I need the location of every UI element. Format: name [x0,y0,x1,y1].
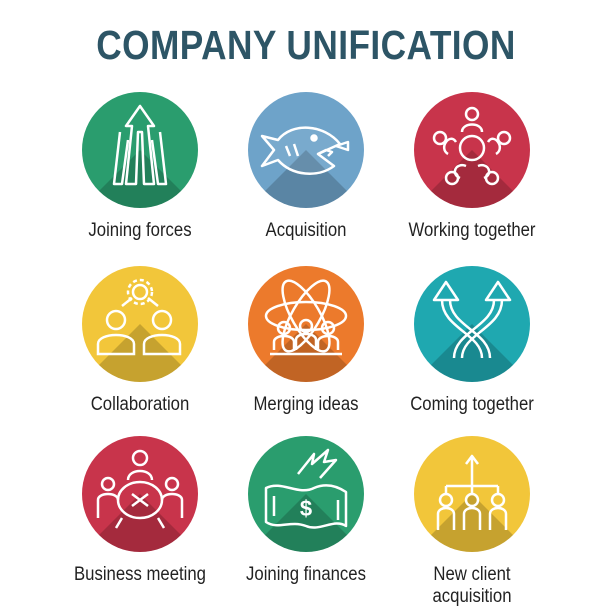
atom-team-icon [248,266,364,382]
meeting-table-icon [82,436,198,552]
tile-business-meeting: Business meeting [50,436,230,586]
tile-joining-finances: $ Joining finances [216,436,396,586]
tile-merging-ideas: Merging ideas [216,266,396,416]
tile-collaboration: Collaboration [50,266,230,416]
crossing-arrows-icon [414,266,530,382]
page-title: COMPANY UNIFICATION [96,22,516,68]
tile-joining-forces: Joining forces [50,92,230,242]
svg-text:$: $ [300,496,312,521]
converging-arrows-icon [82,92,198,208]
money-growth-icon: $ [248,436,364,552]
icon-label: New client acquisition [432,564,512,607]
client-hierarchy-icon [414,436,530,552]
tile-acquisition: Acquisition [216,92,396,242]
tile-coming-together: Coming together [382,266,562,416]
tile-new-client-acquisition: New client acquisition [382,436,562,608]
tile-working-together: Working together [382,92,562,242]
icon-label: Coming together [410,394,534,415]
big-fish-eating-small-fish-icon [248,92,364,208]
icon-label: Collaboration [90,394,190,415]
two-people-gear-icon [82,266,198,382]
icon-label: Business meeting [74,564,206,585]
people-circle-icon [414,92,530,208]
icon-label: Working together [408,220,536,241]
icon-label: Acquisition [265,220,347,241]
icon-label: Joining finances [246,564,366,585]
icon-label: Joining forces [88,220,192,241]
icon-label: Merging ideas [253,394,359,415]
